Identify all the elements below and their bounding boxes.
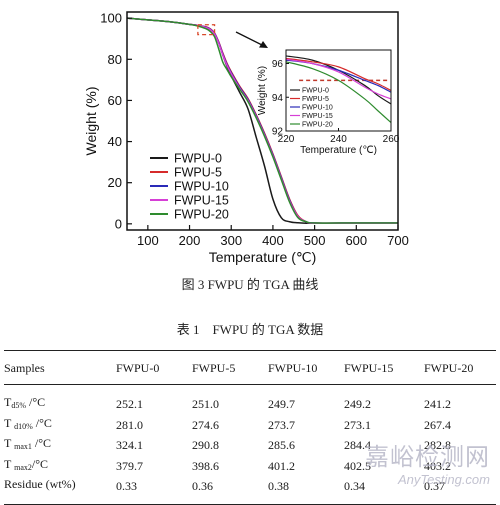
table-cell: 0.34 [344, 479, 365, 493]
table-cell: 241.2 [424, 397, 451, 411]
row-label: Residue (wt%) [4, 477, 76, 491]
inset-x-axis-title: Temperature (℃) [300, 145, 377, 156]
table-cell: 249.2 [344, 397, 371, 411]
x-tick-label-0: 100 [137, 233, 159, 248]
header-samples: Samples [4, 361, 45, 375]
table-body: Td5% /°C 252.1 251.0 249.7 249.2 241.2 T… [4, 385, 496, 504]
table-cell: 285.6 [268, 438, 295, 452]
table-cell: 324.1 [116, 438, 143, 452]
inset-series-line-1 [285, 57, 392, 92]
inset-x-tick-label-1: 240 [330, 134, 347, 145]
table-cell: 403.2 [424, 458, 451, 473]
x-tick-label-1: 200 [179, 233, 201, 248]
inset-x-tick-label-2: 260 [383, 134, 400, 145]
inset-series-line-0 [285, 55, 392, 105]
inset-y-tick-label-1: 94 [272, 93, 284, 104]
table-cell: 274.6 [192, 417, 219, 432]
table-cell: 281.0 [116, 417, 143, 432]
inset-legend-label-4: FWPU-20 [302, 122, 333, 129]
row-label: T max2/°C [4, 456, 49, 472]
table-cell: 273.7 [268, 417, 295, 432]
header-fwpu-15: FWPU-15 [344, 361, 394, 375]
x-tick-label-4: 500 [304, 233, 326, 248]
y-tick-label-4: 80 [108, 52, 122, 67]
zoom-region-box [197, 24, 216, 36]
table-cell: 282.8 [424, 438, 451, 452]
tga-data-table: Samples FWPU-0 FWPU-5 FWPU-10 FWPU-15 FW… [4, 350, 496, 505]
inset-y-axis-title: Weight (%) [257, 66, 268, 115]
table-cell: 0.37 [424, 479, 445, 493]
table-cell: 402.5 [344, 458, 371, 473]
table-cell: 379.7 [116, 458, 143, 473]
figure-caption: 图 3 FWPU 的 TGA 曲线 [181, 277, 319, 292]
legend-label-2: FWPU-10 [174, 180, 229, 194]
table-row: Td5% /°C 252.1 251.0 249.7 249.2 241.2 [4, 385, 496, 415]
table-cell: 249.7 [268, 397, 295, 411]
header-fwpu-10: FWPU-10 [268, 361, 318, 375]
table-cell: 267.4 [424, 417, 451, 432]
row-label: T d10% /°C [4, 415, 52, 431]
main-plot-frame [126, 11, 399, 231]
watermark: 嘉峪检测网 AnyTesting.com [365, 437, 490, 487]
y-tick-label-3: 60 [108, 93, 122, 108]
zoom-arrow-head [259, 41, 268, 48]
table-cell: 290.8 [192, 438, 219, 452]
legend-label-1: FWPU-5 [174, 166, 222, 180]
legend-label-3: FWPU-15 [174, 194, 229, 208]
x-axis-title: Temperature (℃) [209, 249, 317, 265]
table-row: T max1 /°C 324.1 290.8 285.6 284.4 282.8 [4, 435, 496, 456]
table-cell: 273.1 [344, 417, 371, 432]
inset-background [286, 50, 391, 131]
inset-y-tick-label-2: 96 [272, 59, 284, 70]
table-cell: 251.0 [192, 397, 219, 411]
inset-x-tick-label-0: 220 [278, 134, 295, 145]
table-row: T d10% /°C 281.0 274.6 273.7 273.1 267.4 [4, 415, 496, 436]
row-label: Td5% /°C [4, 395, 46, 410]
x-tick-label-6: 700 [387, 233, 409, 248]
x-tick-label-3: 400 [262, 233, 284, 248]
inset-legend-label-1: FWPU-5 [302, 96, 329, 103]
table-cell: 401.2 [268, 458, 295, 473]
y-axis-title: Weight (%) [83, 87, 99, 156]
legend-label-4: FWPU-20 [174, 208, 229, 222]
table-cell: 0.36 [192, 479, 213, 493]
inset-legend-label-0: FWPU-0 [302, 88, 329, 95]
y-tick-label-0: 0 [115, 216, 122, 231]
y-tick-label-1: 20 [108, 175, 122, 190]
y-tick-label-5: 100 [100, 11, 122, 26]
header-fwpu-5: FWPU-5 [192, 361, 236, 375]
inset-series-line-3 [285, 58, 392, 100]
x-tick-label-5: 600 [345, 233, 367, 248]
table-title: 表 1 FWPU 的 TGA 数据 [176, 322, 324, 337]
table-cell: 398.6 [192, 458, 219, 473]
table-cell: 252.1 [116, 397, 143, 411]
tga-figure: 100 200 300 400 500 600 700 0 20 40 60 80 100 Tempera… [83, 11, 409, 265]
table-cell: 284.4 [344, 438, 371, 452]
tga-chart: 100 200 300 400 500 600 700 0 20 40 60 80 100 Tempera… [83, 11, 409, 265]
x-tick-label-2: 300 [220, 233, 242, 248]
inset-y-tick-label-0: 92 [272, 127, 284, 138]
legend-label-0: FWPU-0 [174, 152, 222, 166]
inset-series-line-4 [285, 61, 392, 124]
zoom-arrow-line [235, 31, 265, 47]
inset-legend-label-2: FWPU-10 [302, 105, 333, 112]
header-fwpu-20: FWPU-20 [424, 361, 474, 375]
table-header-row: Samples FWPU-0 FWPU-5 FWPU-10 FWPU-15 FW… [4, 350, 496, 385]
header-fwpu-0: FWPU-0 [116, 361, 160, 375]
table-cell: 0.38 [268, 479, 289, 493]
y-tick-label-2: 40 [108, 134, 122, 149]
table-row: T max2/°C 379.7 398.6 401.2 402.5 403.2 [4, 456, 496, 477]
table-cell: 0.33 [116, 479, 137, 493]
row-label: T max1 /°C [4, 436, 52, 451]
watermark-en: AnyTesting.com [397, 472, 490, 487]
watermark-cn: 嘉峪检测网 [365, 443, 490, 471]
inset-legend-label-3: FWPU-15 [302, 113, 333, 120]
